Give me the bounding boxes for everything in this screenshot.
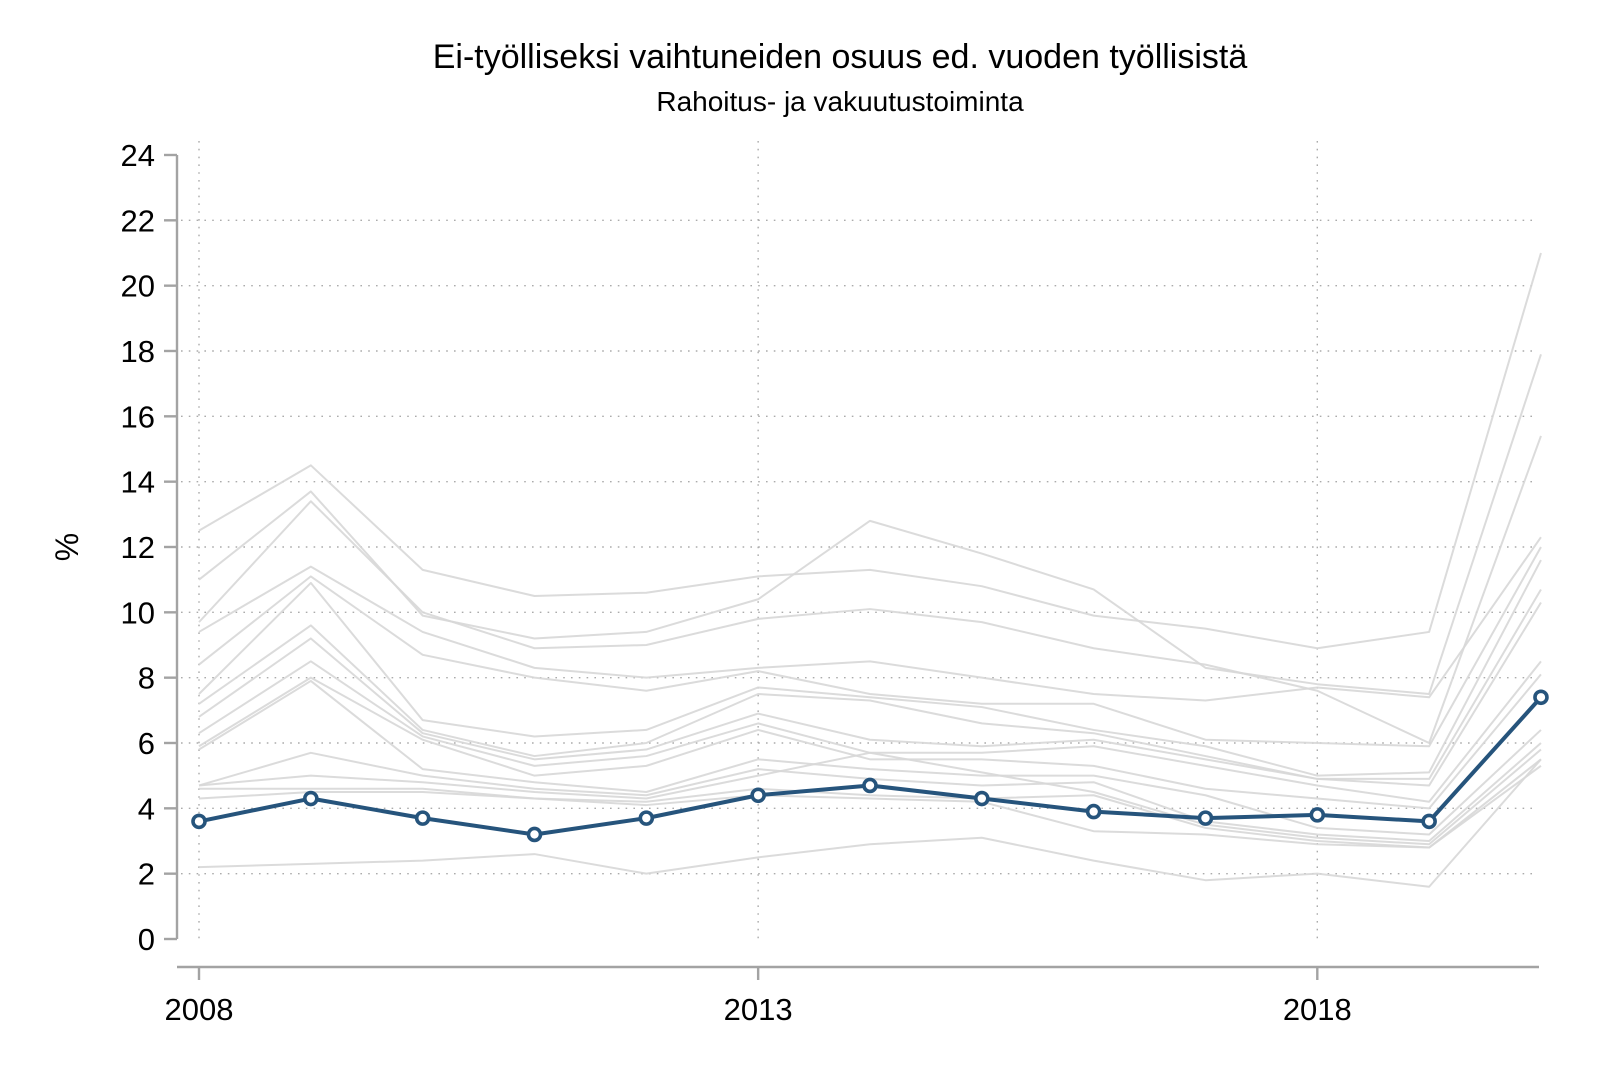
- data-point-marker: [1421, 813, 1437, 830]
- data-point-marker: [750, 787, 766, 804]
- x-tick-label: 2018: [1283, 992, 1352, 1027]
- y-tick-label: 2: [138, 857, 155, 892]
- y-tick-label: 8: [138, 661, 155, 696]
- background-series-line: [198, 353, 1542, 695]
- background-series-line: [198, 765, 1542, 849]
- y-tick-label: 0: [138, 922, 155, 957]
- y-tick-label: 24: [121, 138, 155, 173]
- data-point-marker: [1309, 807, 1326, 823]
- data-point-marker: [862, 777, 878, 794]
- background-series-line: [198, 536, 1542, 702]
- background-series-line: [198, 252, 1542, 650]
- data-point-marker: [638, 810, 655, 826]
- data-point-marker: [1197, 810, 1214, 826]
- data-point-marker: [1533, 689, 1549, 706]
- y-axis-title: %: [49, 533, 85, 561]
- y-tick-label: 18: [121, 334, 155, 369]
- y-tick-label: 14: [121, 465, 155, 500]
- background-series-line: [198, 758, 1542, 888]
- background-series-line: [198, 602, 1542, 787]
- chart-title: Ei-työlliseksi vaihtuneiden osuus ed. vu…: [432, 38, 1248, 76]
- background-series-line: [198, 673, 1542, 810]
- background-series-line: [198, 748, 1542, 846]
- data-point-marker: [974, 790, 990, 807]
- data-point-marker: [414, 810, 431, 826]
- data-point-marker: [526, 826, 543, 843]
- y-tick-label: 16: [121, 399, 155, 434]
- data-point-marker: [303, 790, 319, 807]
- y-tick-label: 22: [121, 203, 155, 238]
- data-point-marker: [191, 813, 207, 830]
- background-series-line: [198, 546, 1542, 748]
- y-tick-label: 12: [121, 530, 155, 565]
- x-tick-label: 2013: [724, 992, 793, 1027]
- background-series-line: [198, 435, 1542, 744]
- data-point-marker: [1085, 803, 1102, 820]
- x-tick-label: 2008: [165, 992, 234, 1027]
- highlight-series-line: [198, 695, 1543, 837]
- y-tick-label: 10: [121, 595, 155, 630]
- background-series-line: [199, 758, 1542, 849]
- y-tick-label: 4: [138, 791, 155, 826]
- chart-subtitle: Rahoitus- ja vakuutustoiminta: [656, 86, 1024, 117]
- background-series-line: [198, 679, 1542, 836]
- background-series-line: [198, 559, 1542, 777]
- y-tick-label: 6: [138, 726, 155, 761]
- y-tick-label: 20: [121, 269, 155, 304]
